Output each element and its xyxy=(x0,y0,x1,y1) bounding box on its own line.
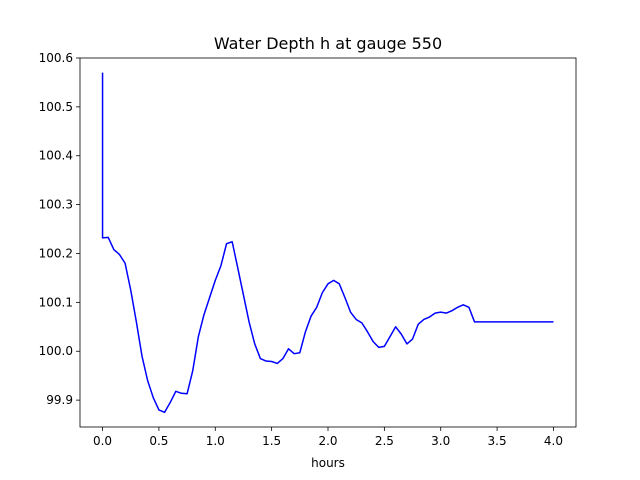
series-line-0 xyxy=(101,72,554,414)
y-tick-label: 100.5 xyxy=(39,100,73,114)
y-tick-label: 100.2 xyxy=(39,246,73,260)
x-tick-label: 1.5 xyxy=(262,434,281,448)
plot-frame xyxy=(79,57,577,428)
x-tick-label: 4.0 xyxy=(544,434,563,448)
x-tick-label: 2.0 xyxy=(318,434,337,448)
x-tick-label: 2.5 xyxy=(375,434,394,448)
x-tick-label: 0.0 xyxy=(93,434,112,448)
x-axis-label: hours xyxy=(311,456,345,470)
x-tick-label: 3.5 xyxy=(488,434,507,448)
y-tick-label: 100.0 xyxy=(39,344,73,358)
y-tick-label: 100.4 xyxy=(39,149,73,163)
x-tick-label: 0.5 xyxy=(149,434,168,448)
y-tick-label: 100.3 xyxy=(39,198,73,212)
y-tick-label: 100.6 xyxy=(39,51,73,65)
x-tick-label: 3.0 xyxy=(431,434,450,448)
x-tick-label: 1.0 xyxy=(206,434,225,448)
y-tick-label: 100.1 xyxy=(39,295,73,309)
chart-title: Water Depth h at gauge 550 xyxy=(214,34,442,53)
y-tick-label: 99.9 xyxy=(46,393,73,407)
